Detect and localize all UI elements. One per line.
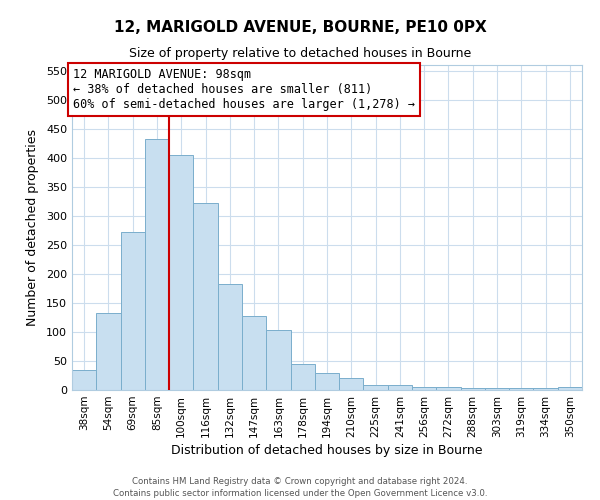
Bar [96,313,121,390]
Text: 12 MARIGOLD AVENUE: 98sqm
← 38% of detached houses are smaller (811)
60% of semi: 12 MARIGOLD AVENUE: 98sqm ← 38% of detac… [73,68,415,111]
Bar [315,372,339,390]
Bar [436,387,461,390]
Bar [339,378,364,390]
Bar [218,284,242,390]
Bar [509,388,533,390]
Bar [388,386,412,390]
Text: 12, MARIGOLD AVENUE, BOURNE, PE10 0PX: 12, MARIGOLD AVENUE, BOURNE, PE10 0PX [113,20,487,35]
Text: Contains public sector information licensed under the Open Government Licence v3: Contains public sector information licen… [113,489,487,498]
Bar [558,387,582,390]
Y-axis label: Number of detached properties: Number of detached properties [26,129,39,326]
Bar [121,232,145,390]
Bar [242,316,266,390]
Bar [169,155,193,390]
Bar [364,386,388,390]
Bar [533,388,558,390]
Bar [290,364,315,390]
X-axis label: Distribution of detached houses by size in Bourne: Distribution of detached houses by size … [171,444,483,457]
Bar [193,202,218,390]
Text: Contains HM Land Registry data © Crown copyright and database right 2024.: Contains HM Land Registry data © Crown c… [132,478,468,486]
Bar [72,370,96,390]
Bar [461,388,485,390]
Bar [485,388,509,390]
Text: Size of property relative to detached houses in Bourne: Size of property relative to detached ho… [129,48,471,60]
Bar [145,140,169,390]
Bar [266,330,290,390]
Bar [412,387,436,390]
